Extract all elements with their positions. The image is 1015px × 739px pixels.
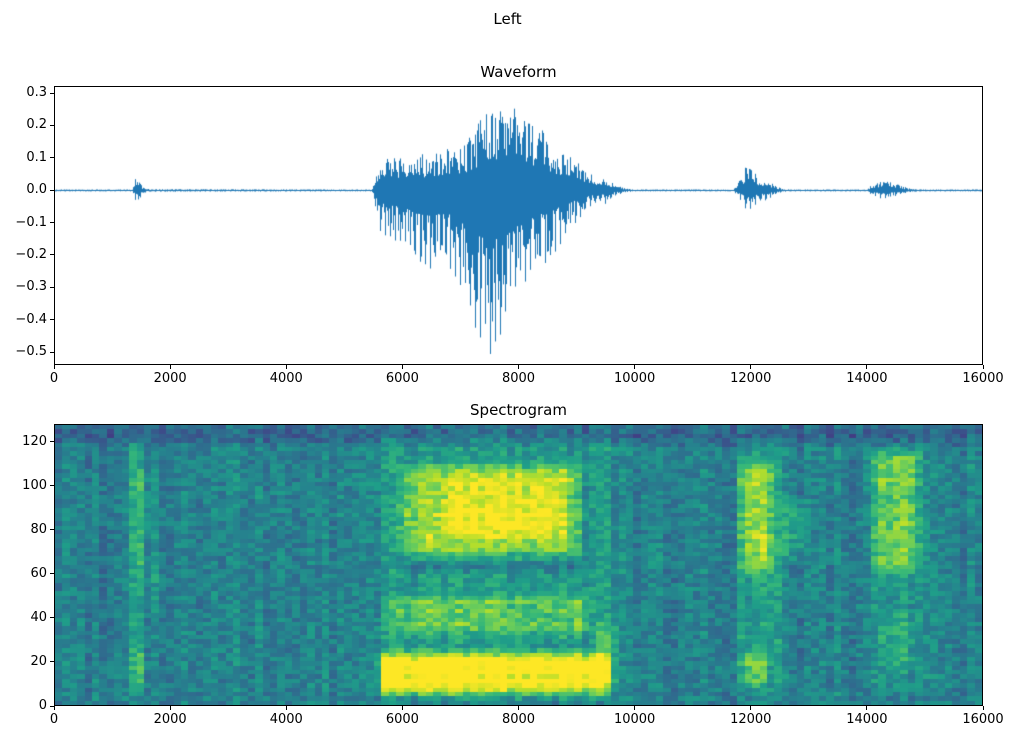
spectrogram-x-tick-label: 8000 xyxy=(501,712,536,727)
waveform-y-tick-label: 0.1 xyxy=(26,149,47,165)
waveform-y-tick xyxy=(50,319,54,321)
waveform-y-tick xyxy=(50,124,54,126)
spectrogram-x-tick-label: 0 xyxy=(49,712,59,727)
waveform-x-tick-label: 12000 xyxy=(730,371,772,386)
spectrogram-y-tick-label: 20 xyxy=(30,653,47,669)
spectrogram-y-tick-label: 100 xyxy=(22,477,47,493)
waveform-y-tick xyxy=(50,222,54,224)
spectrogram-y-tick-label: 80 xyxy=(30,521,47,537)
spectrogram-y-tick xyxy=(50,485,54,487)
waveform-y-tick xyxy=(50,286,54,288)
spectrogram-x-tick xyxy=(518,706,519,710)
spectrogram-x-tick xyxy=(401,706,403,710)
waveform-y-tick-label: 0.2 xyxy=(26,117,47,133)
waveform-plot-canvas xyxy=(55,87,982,364)
waveform-x-tick xyxy=(634,365,636,369)
spectrogram-x-tick-label: 6000 xyxy=(385,712,419,727)
waveform-x-tick-label: 10000 xyxy=(613,371,656,386)
figure-suptitle: Left xyxy=(493,10,522,28)
spectrogram-x-tick-label: 12000 xyxy=(730,712,772,727)
spectrogram-x-tick xyxy=(982,706,984,710)
spectrogram-y-tick-label: 120 xyxy=(22,433,47,449)
spectrogram-x-tick-label: 16000 xyxy=(962,712,1004,727)
waveform-y-tick xyxy=(50,189,54,191)
spectrogram-y-tick xyxy=(50,441,54,443)
waveform-axes xyxy=(54,86,983,365)
spectrogram-x-tick xyxy=(285,706,287,710)
waveform-y-tick xyxy=(50,92,54,94)
spectrogram-x-tick-label: 14000 xyxy=(846,712,888,727)
waveform-x-tick xyxy=(401,365,403,369)
spectrogram-y-tick-label: 60 xyxy=(30,565,47,581)
waveform-y-tick-label: −0.3 xyxy=(15,279,47,295)
spectrogram-y-tick xyxy=(50,617,54,619)
waveform-x-tick-label: 4000 xyxy=(269,371,303,386)
spectrogram-x-tick-label: 4000 xyxy=(269,712,303,727)
spectrogram-y-tick xyxy=(50,661,54,663)
spectrogram-x-tick xyxy=(53,706,55,710)
waveform-x-tick-label: 8000 xyxy=(501,371,536,386)
spectrogram-y-tick-label: 40 xyxy=(30,609,47,625)
waveform-x-tick xyxy=(750,365,752,369)
spectrogram-x-tick-label: 10000 xyxy=(613,712,656,727)
spectrogram-y-tick-label: 0 xyxy=(38,698,47,713)
waveform-x-tick-label: 0 xyxy=(49,371,59,386)
waveform-x-tick-label: 14000 xyxy=(846,371,888,386)
waveform-y-tick xyxy=(50,254,54,256)
waveform-x-tick xyxy=(866,365,868,369)
waveform-x-tick xyxy=(169,365,171,369)
waveform-x-tick-label: 2000 xyxy=(153,371,187,386)
waveform-y-tick-label: −0.5 xyxy=(15,344,47,360)
spectrogram-y-tick xyxy=(50,573,54,575)
spectrogram-y-tick xyxy=(50,705,54,707)
waveform-y-tick-label: 0.0 xyxy=(26,182,47,198)
waveform-x-tick-label: 16000 xyxy=(962,371,1004,386)
waveform-title: Waveform xyxy=(480,63,557,81)
spectrogram-x-tick xyxy=(169,706,171,710)
waveform-y-tick-label: −0.1 xyxy=(15,214,47,230)
spectrogram-y-tick xyxy=(50,529,54,531)
spectrogram-x-tick xyxy=(634,706,636,710)
waveform-y-tick xyxy=(50,157,54,159)
waveform-y-tick-label: −0.2 xyxy=(15,246,47,262)
waveform-y-tick-label: 0.3 xyxy=(26,85,47,101)
spectrogram-x-tick xyxy=(866,706,868,710)
spectrogram-x-tick xyxy=(750,706,752,710)
spectrogram-axes xyxy=(54,424,983,706)
waveform-x-tick-label: 6000 xyxy=(385,371,419,386)
waveform-x-tick xyxy=(518,365,519,369)
waveform-y-tick xyxy=(50,351,54,353)
spectrogram-x-tick-label: 2000 xyxy=(153,712,187,727)
spectrogram-title: Spectrogram xyxy=(470,401,567,419)
waveform-y-tick-label: −0.4 xyxy=(15,311,47,327)
waveform-x-tick xyxy=(982,365,984,369)
waveform-x-tick xyxy=(285,365,287,369)
spectrogram-plot-canvas xyxy=(55,425,982,705)
waveform-x-tick xyxy=(53,365,55,369)
